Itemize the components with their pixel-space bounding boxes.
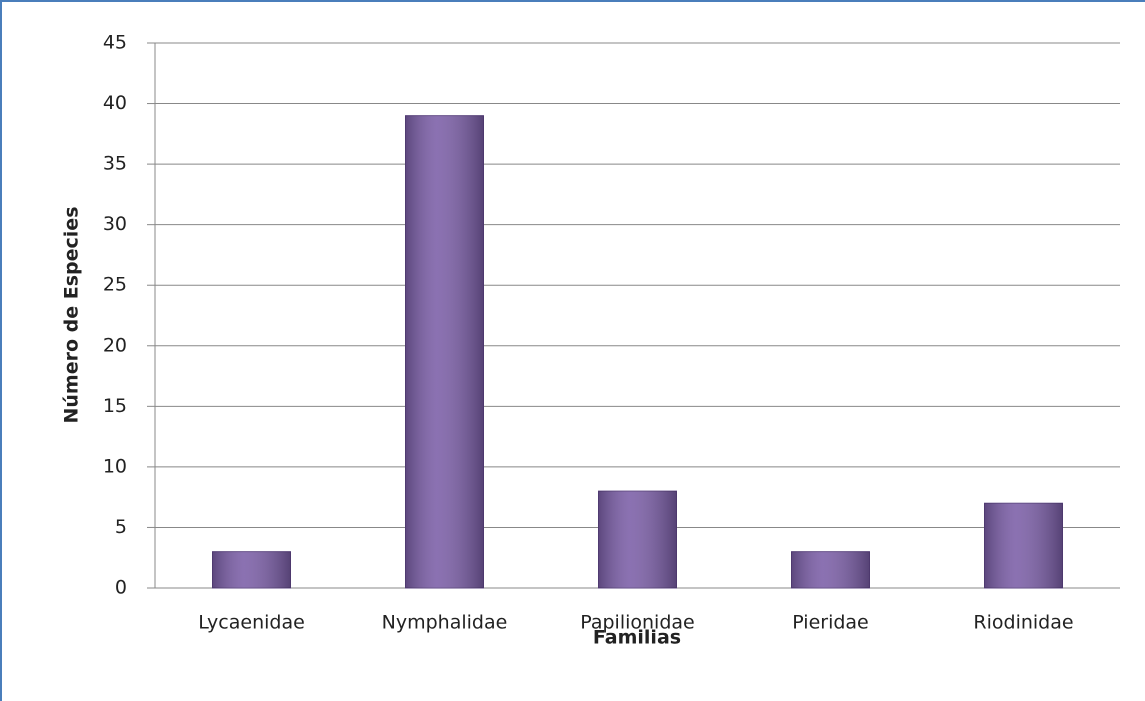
x-tick-label: Riodinidae [973,612,1073,634]
bar [984,502,1063,589]
x-tick-label: Papilionidae [580,612,694,634]
y-axis-label: Número de Especies [61,207,83,424]
x-tick-label: Nymphalidae [382,612,508,634]
x-axis-label: Familias [593,627,681,649]
y-tick-label: 15 [103,395,127,417]
x-tick-label: Pieridae [792,612,869,634]
y-tick-label: 40 [103,92,127,114]
y-tick-label: 25 [103,274,127,296]
y-tick-label: 20 [103,334,127,356]
bar [791,551,870,589]
y-tick-label: 5 [115,516,127,538]
bar [598,490,677,589]
x-tick-label: Lycaenidae [198,612,305,634]
y-tick-label: 35 [103,153,127,175]
bar [212,551,291,589]
bar [405,115,484,589]
y-tick-label: 30 [103,213,127,235]
y-tick-label: 10 [103,455,127,477]
y-tick-label: 0 [115,577,127,599]
y-tick-label: 45 [103,32,127,54]
